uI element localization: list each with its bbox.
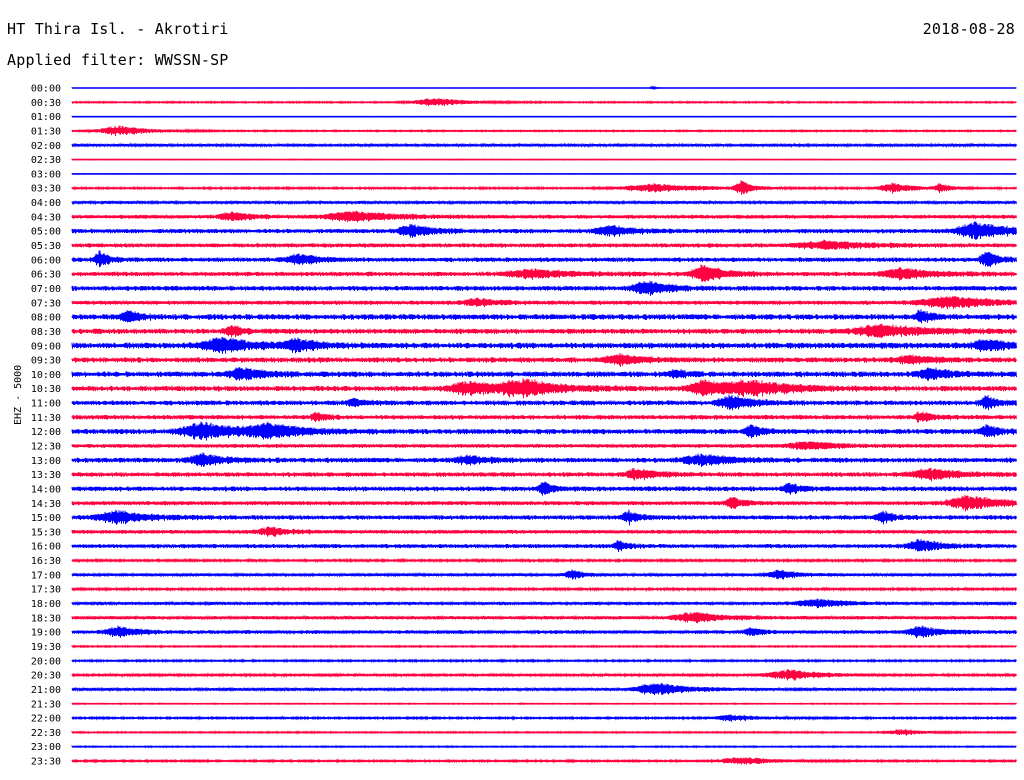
trace-2030	[71, 669, 1017, 681]
trace-0730	[71, 295, 1017, 310]
trace-0430	[71, 210, 1017, 223]
time-label-0800: 08:00	[31, 313, 61, 324]
time-label-1730: 17:30	[31, 585, 61, 596]
time-label-2230: 22:30	[31, 728, 61, 739]
time-label-0300: 03:00	[31, 169, 61, 180]
trace-1030	[71, 378, 1017, 399]
trace-1400	[71, 481, 1017, 496]
trace-0200	[71, 142, 1017, 149]
trace-0500	[71, 221, 1017, 240]
time-label-1900: 19:00	[31, 628, 61, 639]
time-label-1630: 16:30	[31, 556, 61, 567]
time-label-1300: 13:00	[31, 456, 61, 467]
time-label-1200: 12:00	[31, 427, 61, 438]
trace-0900	[71, 336, 1017, 354]
trace-1600	[71, 538, 1017, 553]
time-label-2330: 23:30	[31, 757, 61, 768]
time-label-0230: 02:30	[31, 155, 61, 166]
trace-1300	[71, 452, 1017, 468]
time-label-1130: 11:30	[31, 413, 61, 424]
time-label-1100: 11:00	[31, 399, 61, 410]
time-label-0100: 01:00	[31, 112, 61, 123]
time-label-0730: 07:30	[31, 298, 61, 309]
time-label-1000: 10:00	[31, 370, 61, 381]
trace-0800	[71, 309, 1017, 324]
time-label-1500: 15:00	[31, 513, 61, 524]
time-label-0600: 06:00	[31, 255, 61, 266]
trace-0600	[71, 250, 1017, 268]
time-label-1330: 13:30	[31, 470, 61, 481]
trace-0700	[71, 280, 1017, 296]
time-label-0400: 04:00	[31, 198, 61, 209]
trace-1430	[71, 494, 1017, 512]
trace-group	[71, 85, 1017, 765]
time-label-1930: 19:30	[31, 642, 61, 653]
time-label-0130: 01:30	[31, 126, 61, 137]
station-title: HT Thira Isl. - Akrotiri	[7, 20, 229, 38]
time-label-1030: 10:30	[31, 384, 61, 395]
trace-0630	[71, 264, 1017, 282]
time-label-1230: 12:30	[31, 442, 61, 453]
time-label-0500: 05:00	[31, 227, 61, 238]
time-label-1430: 14:30	[31, 499, 61, 510]
time-label-0430: 04:30	[31, 212, 61, 223]
trace-0530	[71, 239, 1017, 251]
time-label-0700: 07:00	[31, 284, 61, 295]
trace-0930	[71, 352, 1017, 368]
time-label-2000: 20:00	[31, 656, 61, 667]
time-label-1800: 18:00	[31, 599, 61, 610]
time-label-2130: 21:30	[31, 699, 61, 710]
time-label-0530: 05:30	[31, 241, 61, 252]
trace-1500	[71, 509, 1017, 526]
trace-0830	[71, 323, 1017, 339]
trace-0400	[71, 199, 1017, 206]
time-label-0000: 00:00	[31, 84, 61, 95]
time-label-2030: 20:30	[31, 671, 61, 682]
time-label-0930: 09:30	[31, 356, 61, 367]
trace-1130	[71, 411, 1017, 423]
trace-1000	[71, 366, 1017, 381]
trace-1100	[71, 394, 1017, 411]
time-label-1400: 14:00	[31, 484, 61, 495]
time-label-2300: 23:00	[31, 742, 61, 753]
trace-1200	[71, 421, 1017, 441]
filter-label: Applied filter: WWSSN-SP	[7, 51, 229, 69]
time-label-1830: 18:30	[31, 613, 61, 624]
time-label-2200: 22:00	[31, 714, 61, 725]
trace-1330	[71, 467, 1017, 482]
time-label-1600: 16:00	[31, 542, 61, 553]
time-label-0630: 06:30	[31, 270, 61, 281]
time-label-2100: 21:00	[31, 685, 61, 696]
time-label-group: 00:00 00:30 01:00 01:30 02:00 02:30 03:00 03:30…	[31, 84, 61, 768]
time-label-1530: 15:30	[31, 527, 61, 538]
date-label: 2018-08-28	[922, 20, 1015, 38]
time-label-0330: 03:30	[31, 184, 61, 195]
time-label-0030: 00:30	[31, 98, 61, 109]
time-label-1700: 17:00	[31, 570, 61, 581]
time-label-0830: 08:30	[31, 327, 61, 338]
trace-2100	[71, 683, 1017, 696]
time-label-0900: 09:00	[31, 341, 61, 352]
time-label-0200: 02:00	[31, 141, 61, 152]
